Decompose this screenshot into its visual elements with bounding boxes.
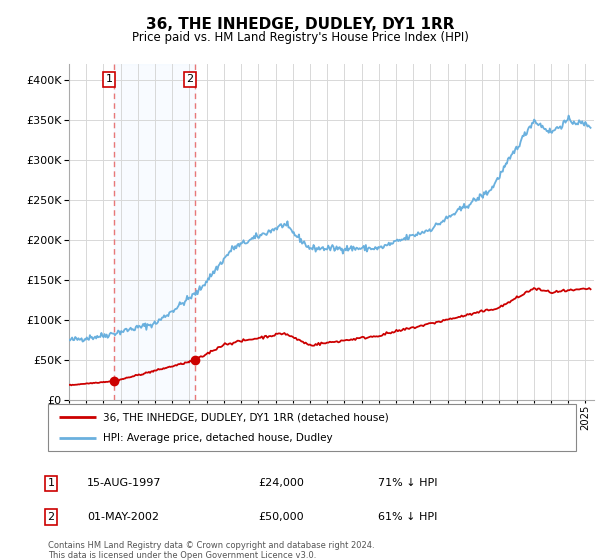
Text: Price paid vs. HM Land Registry's House Price Index (HPI): Price paid vs. HM Land Registry's House …	[131, 31, 469, 44]
Text: 71% ↓ HPI: 71% ↓ HPI	[378, 478, 437, 488]
Text: 2: 2	[47, 512, 55, 522]
Text: 1: 1	[106, 74, 112, 85]
Text: 36, THE INHEDGE, DUDLEY, DY1 1RR: 36, THE INHEDGE, DUDLEY, DY1 1RR	[146, 17, 454, 32]
Bar	[114, 64, 195, 400]
Text: 36, THE INHEDGE, DUDLEY, DY1 1RR (detached house): 36, THE INHEDGE, DUDLEY, DY1 1RR (detach…	[103, 412, 389, 422]
Text: Contains HM Land Registry data © Crown copyright and database right 2024.
This d: Contains HM Land Registry data © Crown c…	[48, 541, 374, 560]
Text: 01-MAY-2002: 01-MAY-2002	[87, 512, 159, 522]
Text: £50,000: £50,000	[258, 512, 304, 522]
Text: 15-AUG-1997: 15-AUG-1997	[87, 478, 161, 488]
Text: HPI: Average price, detached house, Dudley: HPI: Average price, detached house, Dudl…	[103, 433, 333, 443]
Text: 1: 1	[47, 478, 55, 488]
FancyBboxPatch shape	[48, 404, 576, 451]
Text: 61% ↓ HPI: 61% ↓ HPI	[378, 512, 437, 522]
Text: £24,000: £24,000	[258, 478, 304, 488]
Text: 2: 2	[187, 74, 194, 85]
